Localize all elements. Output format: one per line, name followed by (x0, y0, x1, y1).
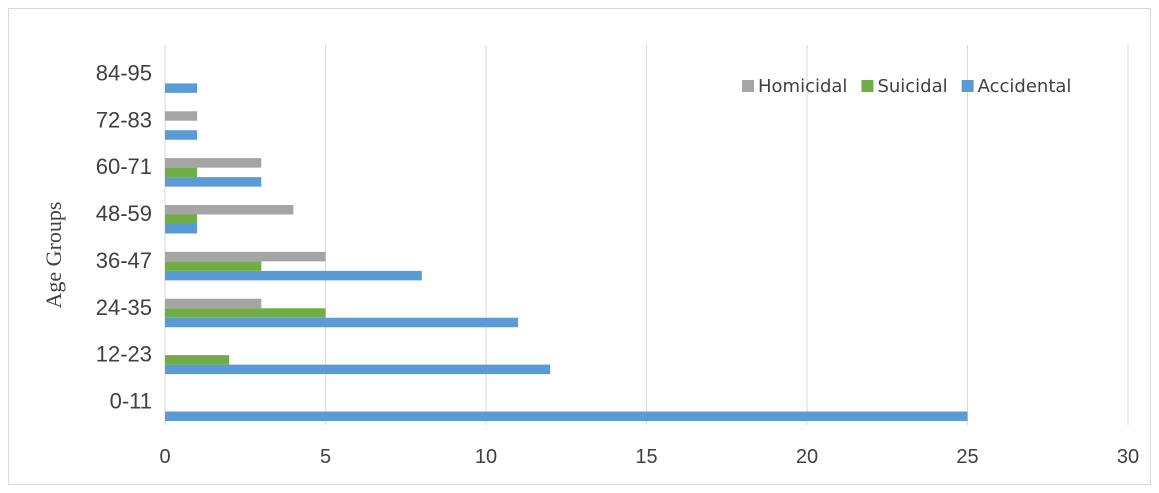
bar-suicidal-36-47 (165, 261, 262, 271)
bar-homicidal-48-59 (165, 205, 294, 215)
x-tick-label: 0 (159, 446, 170, 468)
x-tick-label: 5 (320, 446, 331, 468)
bar-homicidal-60-71 (165, 158, 262, 168)
bar-homicidal-24-35 (165, 298, 262, 309)
bar-homicidal-36-47 (165, 251, 326, 262)
bar-homicidal-72-83 (165, 111, 198, 121)
y-axis-title: Age Groups (41, 202, 66, 309)
category-label: 12-23 (96, 342, 152, 367)
legend-label-accidental: Accidental (978, 76, 1072, 97)
y-axis-categories: 0-11 12-23 24-35 36-47 48-59 60-71 72-83 84-95 (96, 60, 152, 413)
legend-swatch-homicidal (742, 80, 754, 92)
category-label: 24-35 (96, 295, 152, 320)
bar-accidental-12-23 (165, 364, 551, 375)
legend-swatch-accidental (961, 80, 974, 92)
bar-suicidal-24-35 (165, 308, 326, 318)
bar-accidental-0-11 (165, 411, 968, 421)
category-label: 60-71 (96, 154, 152, 179)
bar-accidental-36-47 (165, 270, 422, 281)
legend-label-homicidal: Homicidal (758, 76, 847, 97)
x-tick-label: 15 (635, 446, 657, 468)
x-axis-ticks: 0 5 10 15 20 25 30 (159, 446, 1139, 468)
legend-label-suicidal: Suicidal (877, 76, 947, 97)
bar-suicidal-48-59 (165, 214, 198, 224)
legend-swatch-suicidal (861, 80, 874, 92)
x-tick-label: 10 (475, 446, 497, 468)
bar-accidental-72-83 (165, 130, 198, 140)
bar-suicidal-60-71 (165, 167, 198, 178)
bars (165, 83, 968, 421)
x-tick-label: 20 (796, 446, 818, 468)
x-tick-label: 25 (956, 446, 978, 468)
category-label: 0-11 (110, 389, 152, 414)
bar-accidental-84-95 (165, 83, 198, 93)
category-label: 36-47 (96, 248, 152, 273)
bar-accidental-24-35 (165, 317, 519, 328)
chart-frame (8, 8, 1151, 485)
bar-suicidal-12-23 (165, 355, 230, 365)
category-label: 72-83 (96, 107, 152, 132)
bar-accidental-60-71 (165, 177, 262, 187)
legend: Homicidal Suicidal Accidental (742, 76, 1071, 97)
category-label: 48-59 (96, 201, 152, 226)
x-tick-label: 30 (1117, 446, 1139, 468)
category-label: 84-95 (96, 60, 152, 85)
bar-accidental-48-59 (165, 224, 198, 234)
